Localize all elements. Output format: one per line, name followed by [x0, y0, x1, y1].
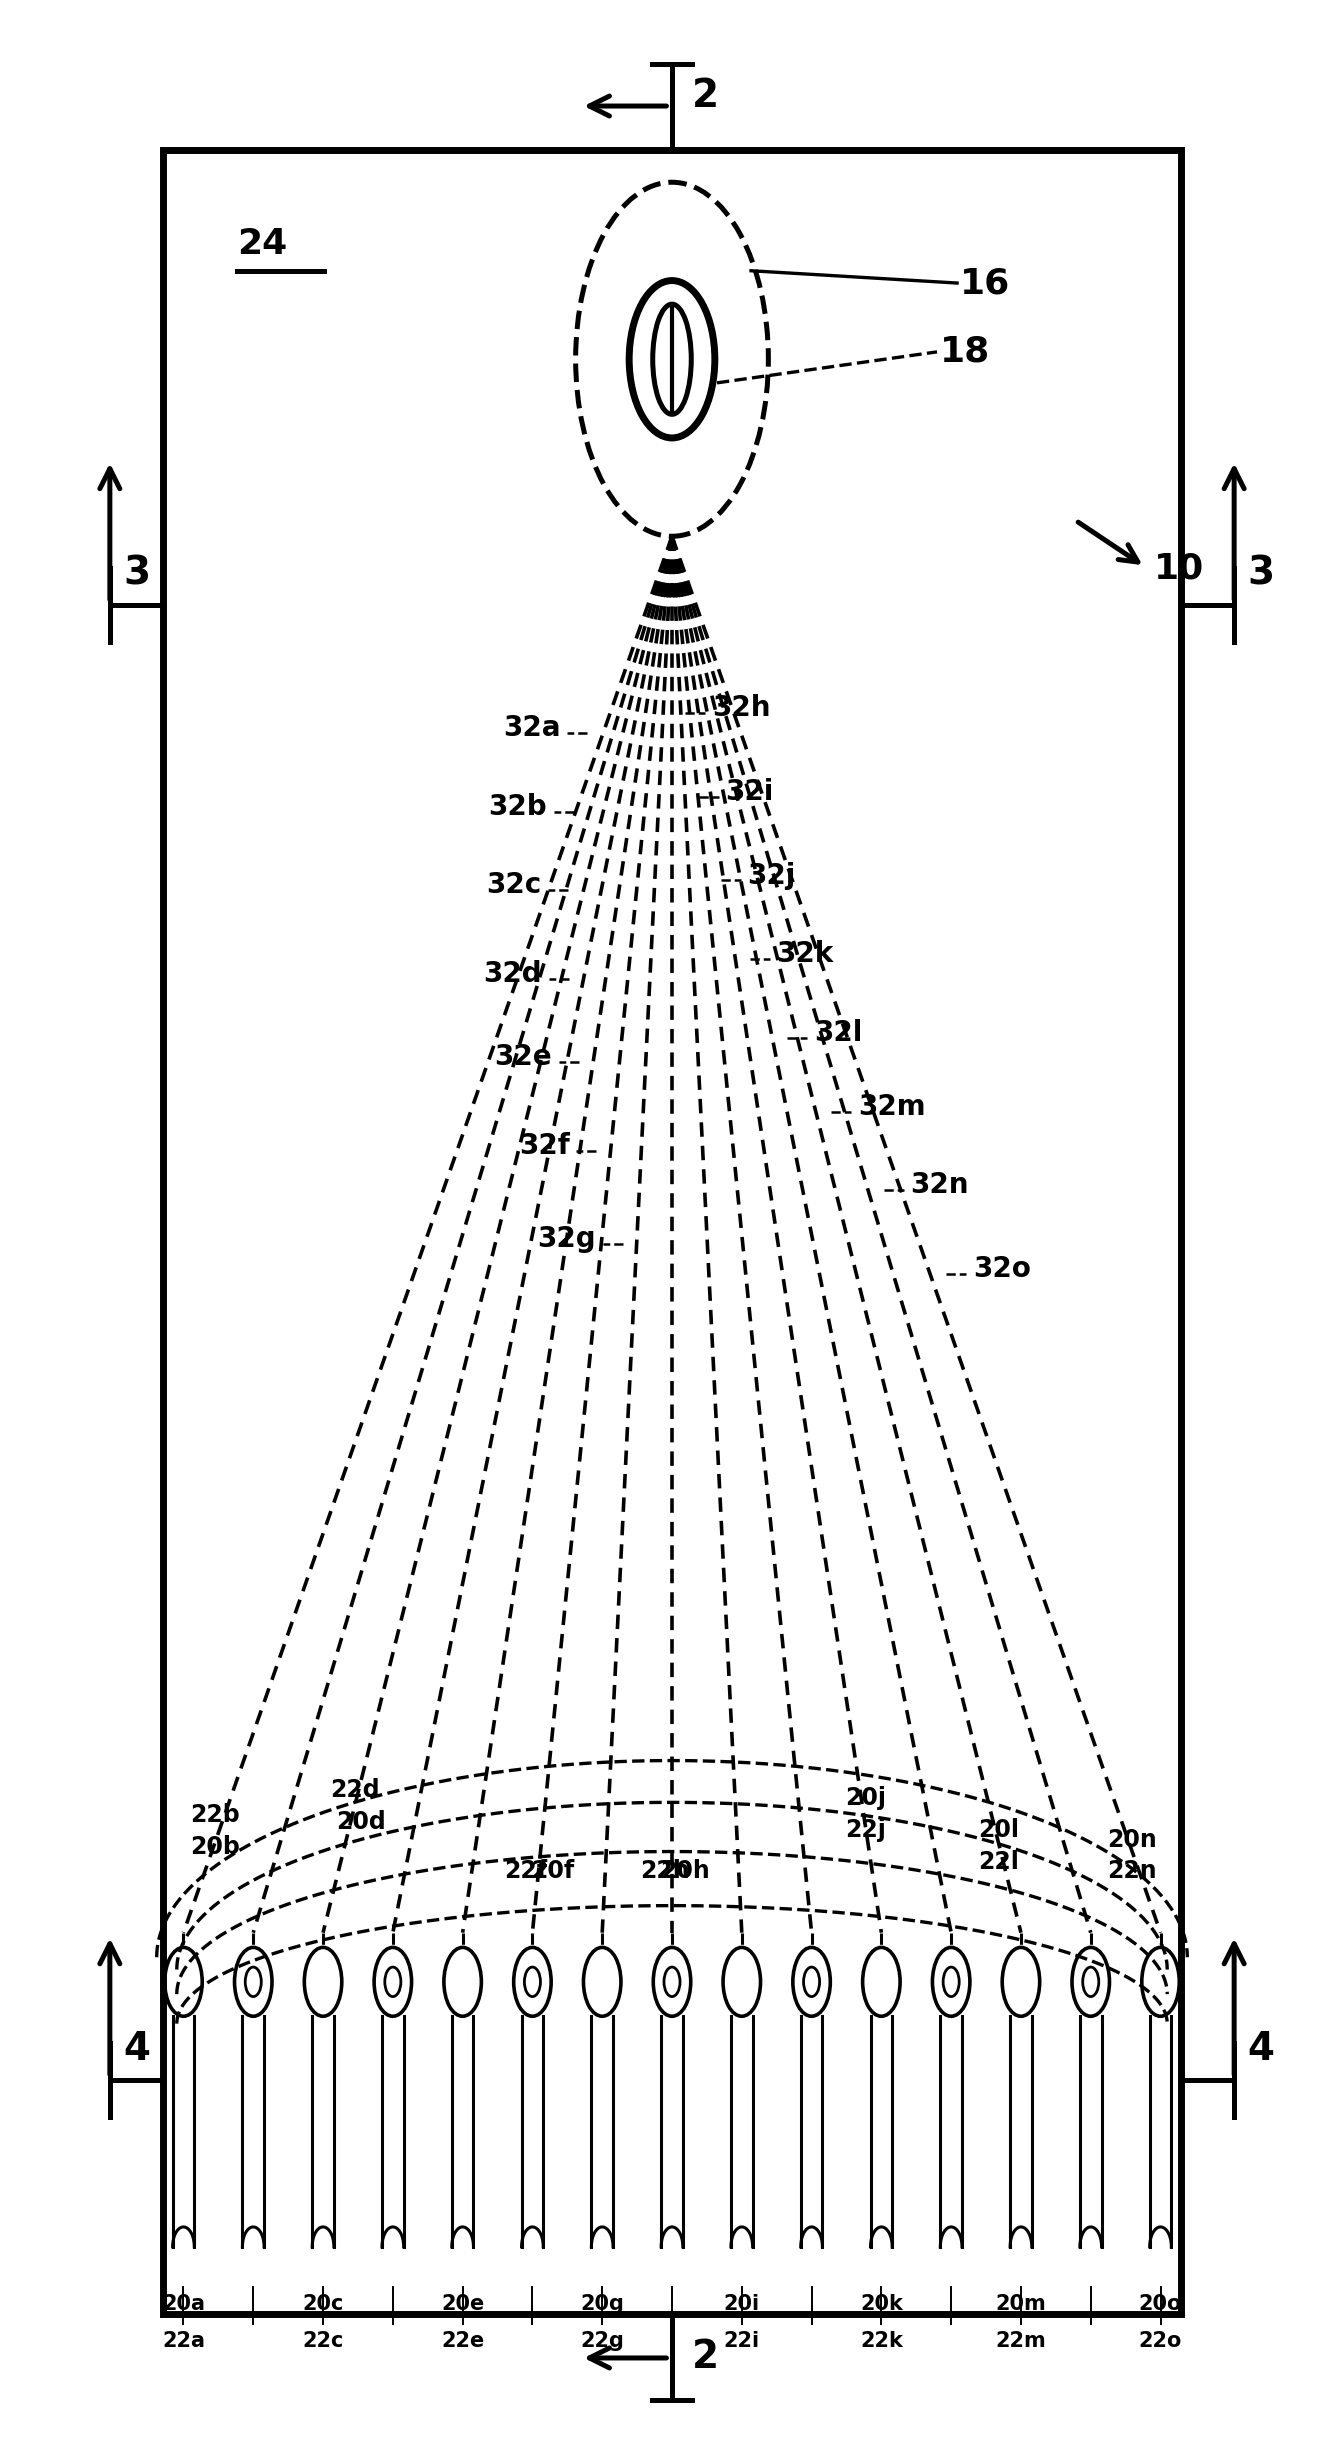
Text: 2: 2 [692, 76, 719, 113]
Text: 20e: 20e [441, 2294, 484, 2314]
Text: 24: 24 [237, 227, 288, 261]
Text: 22k: 22k [860, 2331, 903, 2351]
Text: 22i: 22i [723, 2331, 759, 2351]
Text: 20o: 20o [1138, 2294, 1183, 2314]
Text: 22m: 22m [996, 2331, 1047, 2351]
Text: 10: 10 [1154, 552, 1204, 586]
Text: 20d: 20d [336, 1811, 386, 1833]
Text: 20b: 20b [190, 1836, 239, 1858]
Text: 22f: 22f [504, 1860, 547, 1882]
Text: 22l: 22l [978, 1850, 1019, 1873]
Text: 32c: 32c [487, 872, 542, 899]
Text: 32l: 32l [814, 1020, 863, 1047]
Text: 16: 16 [960, 266, 1009, 301]
Text: 20j: 20j [845, 1786, 886, 1809]
Text: 32b: 32b [488, 793, 547, 821]
Text: 32j: 32j [747, 862, 796, 890]
Text: 20f: 20f [531, 1860, 574, 1882]
Text: 32i: 32i [726, 779, 774, 806]
Text: 22n: 22n [1107, 1860, 1156, 1882]
Text: 32m: 32m [857, 1092, 926, 1121]
Text: 20i: 20i [723, 2294, 759, 2314]
Text: 20h: 20h [660, 1860, 710, 1882]
Text: 22b: 22b [190, 1804, 239, 1826]
Text: 2: 2 [692, 2338, 719, 2375]
Text: 4: 4 [1247, 2030, 1274, 2067]
Bar [164, 150, 1180, 2314]
Text: 22h: 22h [641, 1860, 689, 1882]
Text: 22e: 22e [441, 2331, 484, 2351]
Text: 18: 18 [939, 335, 991, 370]
Text: 32o: 32o [973, 1254, 1031, 1284]
Text: 20m: 20m [996, 2294, 1047, 2314]
Text: 3: 3 [122, 554, 151, 594]
Text: 32n: 32n [910, 1170, 969, 1200]
Text: 22j: 22j [845, 1818, 886, 1841]
Text: 22c: 22c [302, 2331, 344, 2351]
Text: 20k: 20k [860, 2294, 903, 2314]
Text: 22a: 22a [163, 2331, 206, 2351]
Text: 32f: 32f [519, 1131, 570, 1161]
Text: 20l: 20l [978, 1818, 1019, 1841]
Text: 20g: 20g [581, 2294, 624, 2314]
Text: 22g: 22g [581, 2331, 624, 2351]
Text: 4: 4 [124, 2030, 151, 2067]
Text: 32h: 32h [712, 695, 770, 722]
Text: 32g: 32g [538, 1225, 597, 1254]
Text: 32d: 32d [484, 961, 542, 988]
Text: 32e: 32e [495, 1042, 552, 1072]
Text: 22o: 22o [1138, 2331, 1183, 2351]
Text: 22d: 22d [329, 1779, 379, 1801]
Text: 20a: 20a [163, 2294, 206, 2314]
Text: 32a: 32a [503, 715, 560, 742]
Text: 20c: 20c [302, 2294, 344, 2314]
Text: 20n: 20n [1107, 1828, 1157, 1850]
Text: 3: 3 [1247, 554, 1274, 594]
Text: 32k: 32k [777, 941, 833, 968]
